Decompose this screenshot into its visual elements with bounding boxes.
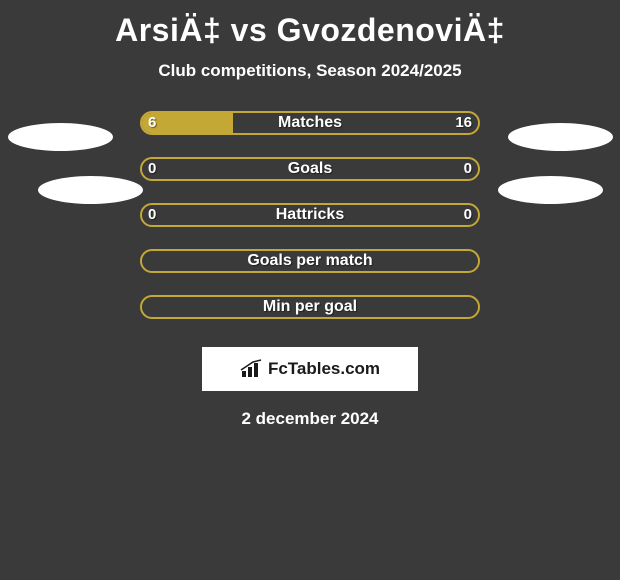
stat-row: Hattricks00 [0,203,620,249]
page-subtitle: Club competitions, Season 2024/2025 [0,61,620,81]
bar-track [140,249,480,273]
bar-track [140,295,480,319]
bar-track [140,111,480,135]
footer-date: 2 december 2024 [0,409,620,429]
comparison-widget: ArsiÄ‡ vs GvozdenoviÄ‡ Club competitions… [0,0,620,580]
brand-box[interactable]: FcTables.com [202,347,418,391]
stat-row: Goals per match [0,249,620,295]
bar-track [140,203,480,227]
decorative-ellipse [38,176,143,204]
decorative-ellipse [8,123,113,151]
page-title: ArsiÄ‡ vs GvozdenoviÄ‡ [0,0,620,49]
bar-fill-left [142,113,233,133]
decorative-ellipse [498,176,603,204]
brand-text: FcTables.com [268,359,380,379]
stat-row: Min per goal [0,295,620,341]
brand-logo-icon [240,359,264,379]
bar-track [140,157,480,181]
decorative-ellipse [508,123,613,151]
